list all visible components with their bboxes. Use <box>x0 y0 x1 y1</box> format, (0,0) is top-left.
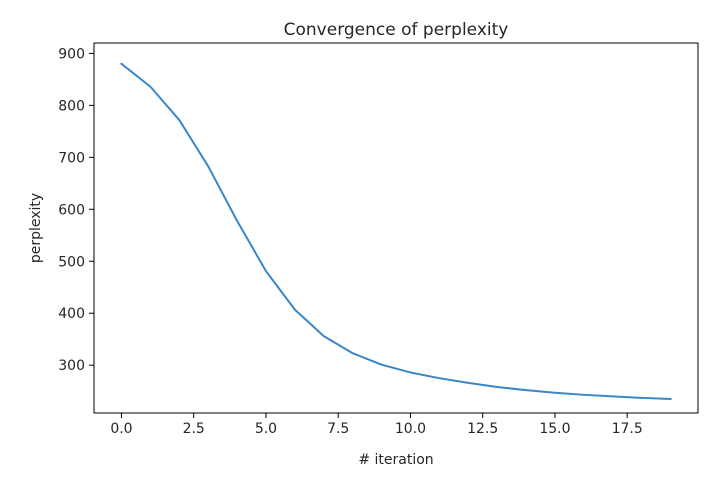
y-tick-label: 800 <box>58 98 85 114</box>
x-tick-label: 5.0 <box>255 421 277 437</box>
ticks-layer: 0.0 2.5 5.0 7.5 10.0 12.5 15.0 17.5 300 400 500 600… <box>58 46 643 437</box>
x-tick-label: 10.0 <box>395 421 426 437</box>
perplexity-series-line <box>120 62 672 401</box>
y-tick-label: 900 <box>58 46 85 62</box>
axes-frame <box>93 42 699 414</box>
x-tick-label: 12.5 <box>467 421 498 437</box>
y-tick-label: 400 <box>58 306 85 322</box>
x-axis-label: # iteration <box>358 452 433 468</box>
chart-title: Convergence of perplexity <box>284 20 509 40</box>
y-tick-label: 600 <box>58 202 85 218</box>
x-tick-label: 0.0 <box>110 421 132 437</box>
plot-layer <box>120 62 672 401</box>
y-tick-label: 500 <box>58 254 85 270</box>
x-tick-label: 7.5 <box>327 421 349 437</box>
y-tick-label: 700 <box>58 150 85 166</box>
x-tick-label: 17.5 <box>612 421 643 437</box>
y-tick-label: 300 <box>58 358 85 374</box>
x-tick-label: 2.5 <box>183 421 205 437</box>
x-tick-label: 15.0 <box>539 421 570 437</box>
y-axis-label: perplexity <box>28 193 44 263</box>
